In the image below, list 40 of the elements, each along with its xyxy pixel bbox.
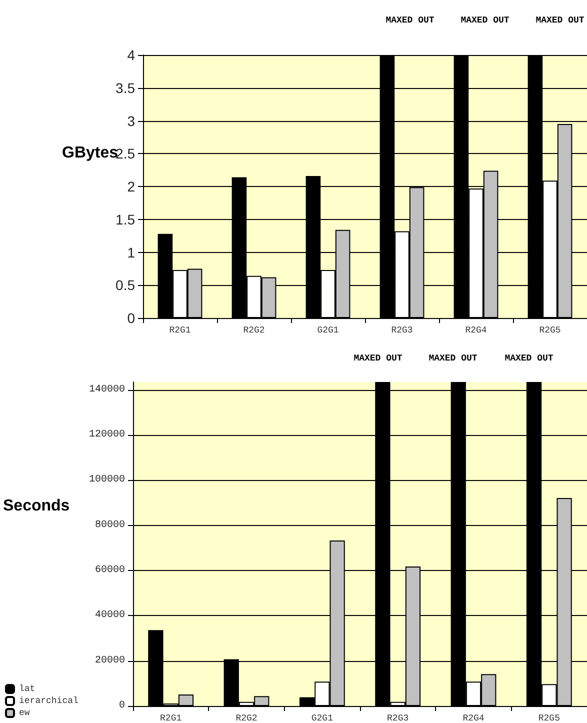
y-tick-label: 0 [127, 310, 136, 326]
x-tick-label: R2G1 [160, 714, 182, 723]
y-tick-label: 4 [127, 47, 136, 63]
legend-label: ierarchical [19, 696, 78, 706]
y-tick-label: 20000 [94, 655, 125, 666]
x-tick-label: R2G3 [387, 714, 409, 723]
text: MAXED OUT [354, 354, 403, 364]
y-tick-label: 100000 [88, 474, 125, 486]
x-tick-label: R2G2 [236, 714, 258, 723]
y-axis-title: Seconds [3, 498, 70, 514]
y-tick-label: 0.5 [116, 277, 136, 294]
y-tick-label: 140000 [88, 384, 125, 396]
y-tick-label: 3.5 [116, 80, 136, 96]
x-tick-label: R2G5 [539, 326, 561, 336]
text: MAXED OUT [386, 16, 435, 26]
text: MAXED OUT [460, 16, 510, 26]
y-tick-label: 2.5 [116, 146, 136, 162]
y-tick-label: 2 [127, 178, 136, 194]
y-tick-label: 120000 [88, 430, 125, 441]
x-tick-label: R2G5 [538, 714, 560, 723]
x-tick-label: R2G1 [169, 326, 191, 336]
text: MAXED OUT [504, 354, 554, 364]
legend-label: lat [19, 684, 36, 694]
text: MAXED OUT [536, 16, 585, 26]
y-tick-label: 1.5 [116, 211, 136, 228]
y-tick-label: 40000 [94, 610, 125, 622]
y-axis-title: GBytes [62, 144, 118, 162]
y-tick-label: 3 [127, 112, 136, 129]
y-tick-label: 0 [118, 700, 125, 712]
x-tick-label: R2G2 [243, 326, 265, 336]
text: MAXED OUT [428, 354, 478, 364]
x-tick-label: R2G4 [465, 326, 487, 336]
y-tick-label: 80000 [94, 520, 125, 531]
y-tick-label: 60000 [94, 565, 125, 576]
x-tick-label: R2G3 [391, 326, 413, 336]
legend-label: ew [19, 708, 30, 718]
x-tick-label: R2G4 [462, 714, 484, 723]
y-tick-label: 1 [127, 244, 136, 260]
x-tick-label: G2G1 [311, 714, 333, 723]
x-tick-label: G2G1 [317, 326, 339, 336]
